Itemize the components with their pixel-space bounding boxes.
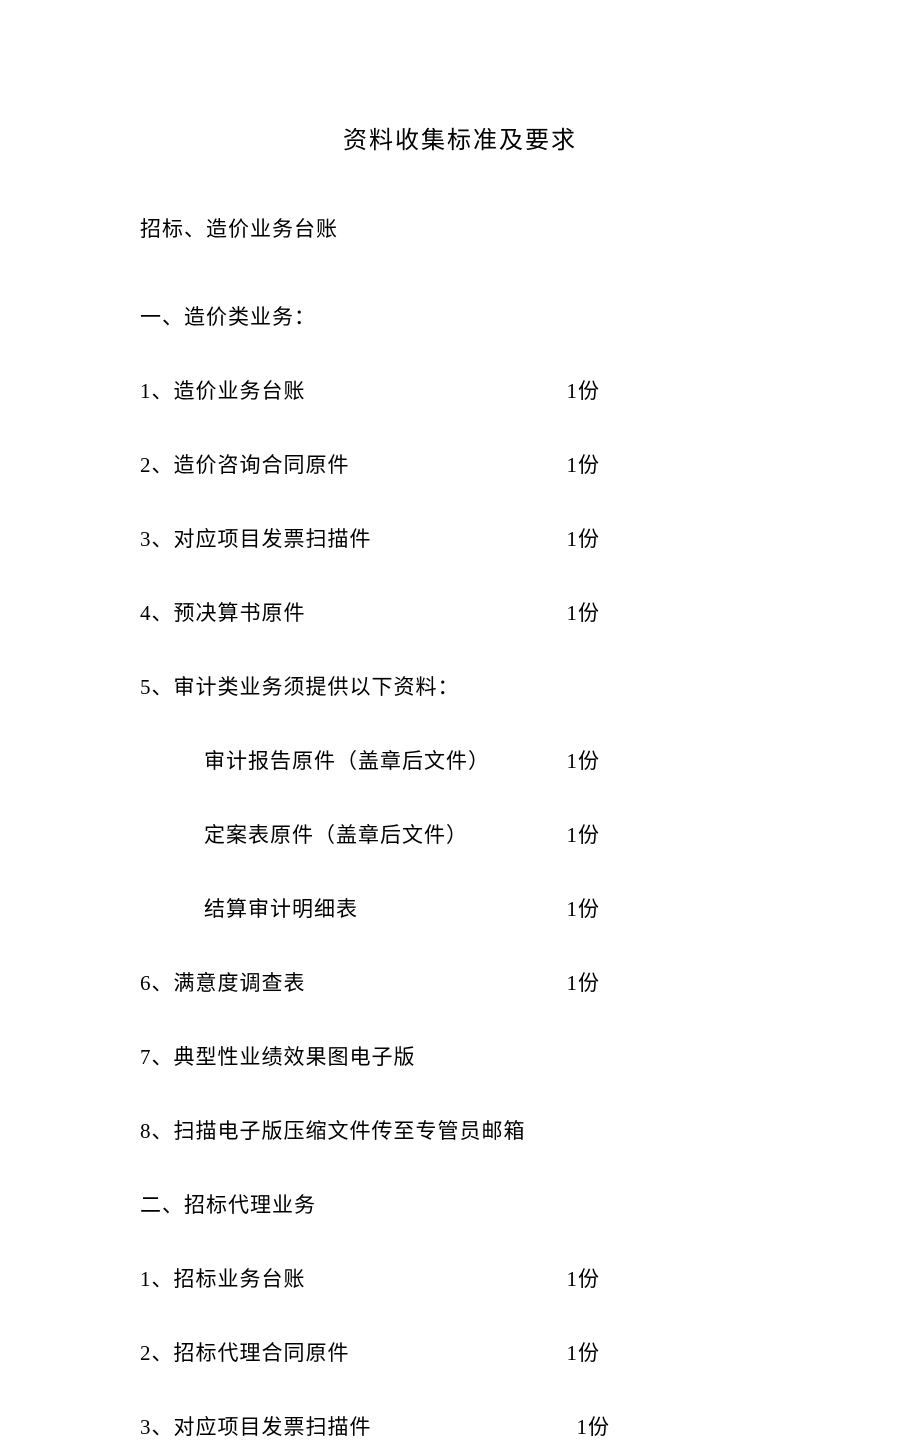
- item-quantity: 1份: [567, 1263, 781, 1293]
- list-item: 7、典型性业绩效果图电子版: [140, 1041, 780, 1071]
- list-item: 3、对应项目发票扫描件 1份: [140, 1411, 780, 1441]
- list-item: 6、满意度调查表 1份: [140, 967, 780, 997]
- item-quantity: 1份: [567, 449, 781, 479]
- item-label: 3、对应项目发票扫描件: [140, 523, 372, 553]
- item-quantity: 1份: [567, 819, 781, 849]
- item-quantity: 1份: [567, 967, 781, 997]
- item-quantity: 1份: [567, 523, 781, 553]
- item-label: 1、招标业务台账: [140, 1263, 306, 1293]
- item-label: 结算审计明细表: [204, 893, 358, 923]
- document-title: 资料收集标准及要求: [140, 120, 780, 155]
- item-label: 2、造价咨询合同原件: [140, 449, 350, 479]
- list-item: 2、造价咨询合同原件 1份: [140, 449, 780, 479]
- item-label: 1、造价业务台账: [140, 375, 306, 405]
- document-subtitle: 招标、造价业务台账: [140, 213, 780, 243]
- list-sub-item: 审计报告原件（盖章后文件） 1份: [140, 745, 780, 775]
- item-quantity: 1份: [577, 1411, 781, 1441]
- list-item: 1、招标业务台账 1份: [140, 1263, 780, 1293]
- item-label: 2、招标代理合同原件: [140, 1337, 350, 1367]
- item-label: 4、预决算书原件: [140, 597, 306, 627]
- list-sub-item: 结算审计明细表 1份: [140, 893, 780, 923]
- list-sub-item: 定案表原件（盖章后文件） 1份: [140, 819, 780, 849]
- list-item: 4、预决算书原件 1份: [140, 597, 780, 627]
- list-item: 1、造价业务台账 1份: [140, 375, 780, 405]
- section-1-heading: 一、造价类业务：: [140, 301, 780, 331]
- item-label: 6、满意度调查表: [140, 967, 306, 997]
- list-item: 2、招标代理合同原件 1份: [140, 1337, 780, 1367]
- item-quantity: 1份: [567, 1337, 781, 1367]
- item-quantity: 1份: [567, 893, 781, 923]
- item-label: 审计报告原件（盖章后文件）: [204, 745, 490, 775]
- list-item: 3、对应项目发票扫描件 1份: [140, 523, 780, 553]
- item-quantity: 1份: [567, 375, 781, 405]
- list-item: 5、审计类业务须提供以下资料：: [140, 671, 780, 701]
- item-label: 定案表原件（盖章后文件）: [204, 819, 468, 849]
- item-quantity: 1份: [567, 745, 781, 775]
- item-quantity: 1份: [567, 597, 781, 627]
- list-item: 8、扫描电子版压缩文件传至专管员邮箱: [140, 1115, 780, 1145]
- section-2-heading: 二、招标代理业务: [140, 1189, 780, 1219]
- item-label: 3、对应项目发票扫描件: [140, 1411, 372, 1441]
